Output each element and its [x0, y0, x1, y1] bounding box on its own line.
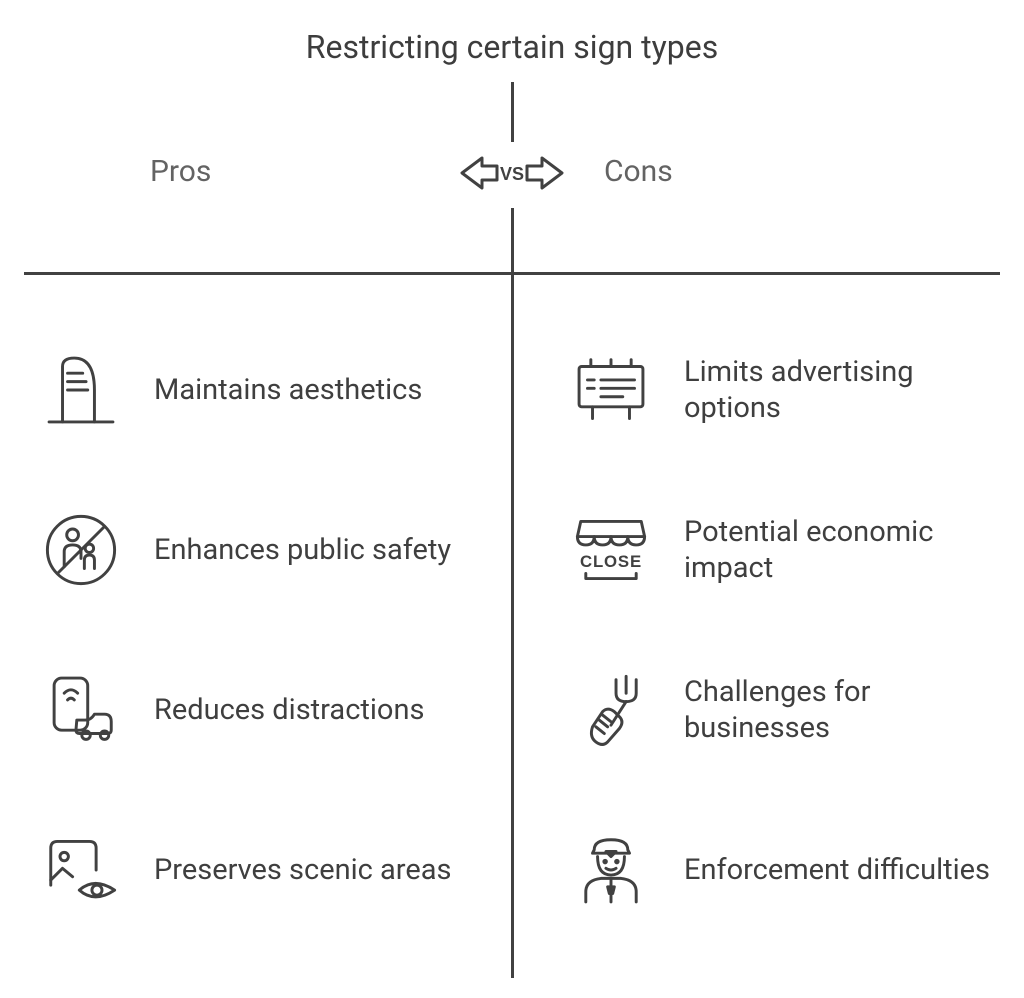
list-item: Enhances public safety: [30, 470, 500, 630]
pros-header: Pros: [150, 154, 211, 189]
cons-header: Cons: [604, 154, 673, 189]
phone-car-icon: [36, 665, 126, 755]
list-item: Limits advertising options: [560, 310, 1024, 470]
item-label: Limits advertising options: [684, 354, 994, 427]
list-item: CLOSE Potential economic impact: [560, 470, 1024, 630]
store-close-icon: CLOSE: [566, 505, 656, 595]
pitchfork-icon: [566, 665, 656, 755]
page-title: Restricting certain sign types: [0, 0, 1024, 66]
vs-badge: VS: [442, 138, 582, 208]
item-label: Challenges for businesses: [684, 674, 994, 747]
building-icon: [36, 345, 126, 435]
item-label: Reduces distractions: [154, 692, 424, 728]
item-label: Enhances public safety: [154, 532, 451, 568]
list-item: Preserves scenic areas: [30, 790, 500, 950]
item-label: Preserves scenic areas: [154, 852, 451, 888]
item-label: Enforcement difficulties: [684, 852, 990, 888]
item-label: Maintains aesthetics: [154, 372, 422, 408]
list-item: Enforcement difficulties: [560, 790, 1024, 950]
svg-text:CLOSE: CLOSE: [580, 552, 642, 571]
vs-text: VS: [500, 164, 524, 184]
billboard-icon: [566, 345, 656, 435]
no-people-icon: [36, 505, 126, 595]
vertical-divider: [511, 275, 514, 978]
list-item: Maintains aesthetics: [30, 310, 500, 470]
pros-column: Maintains aesthetics Enhances public saf…: [30, 310, 500, 950]
officer-icon: [566, 825, 656, 915]
cons-column: Limits advertising options CLOSE Potenti…: [560, 310, 1024, 950]
photo-eye-icon: [36, 825, 126, 915]
list-item: Challenges for businesses: [560, 630, 1024, 790]
item-label: Potential economic impact: [684, 514, 994, 587]
divider-stem-mid: [511, 208, 514, 272]
list-item: Reduces distractions: [30, 630, 500, 790]
